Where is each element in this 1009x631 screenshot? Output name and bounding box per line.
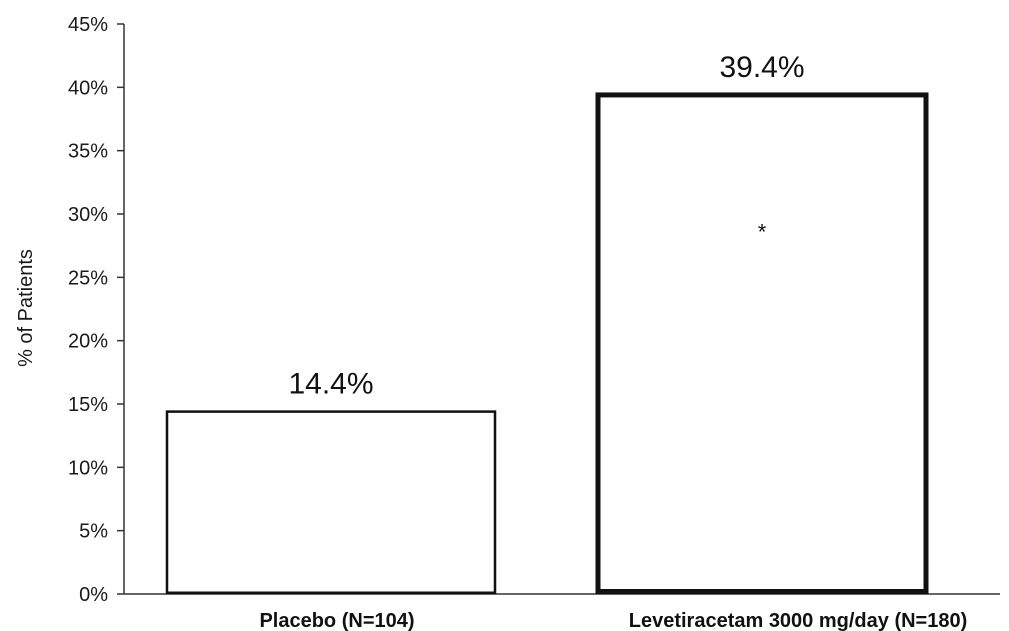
- y-tick-label: 30%: [68, 204, 108, 226]
- bars-group: 14.4% 39.4% *: [165, 51, 929, 595]
- y-tick-label: 25%: [68, 267, 108, 289]
- category-label: Placebo (N=104): [259, 610, 414, 631]
- bar-value-label: 39.4%: [719, 51, 804, 84]
- y-axis-ticks: 0% 5% 10% 15% 20% 25% 30% 35% 40% 45%: [68, 14, 124, 606]
- category-label: Levetiracetam 3000 mg/day (N=180): [629, 610, 968, 631]
- y-axis-title: % of Patients: [15, 249, 37, 367]
- y-tick-label: 5%: [79, 521, 108, 543]
- y-tick-label: 20%: [68, 331, 108, 353]
- y-tick-label: 35%: [68, 141, 108, 163]
- category-labels: Placebo (N=104) Levetiracetam 3000 mg/day…: [259, 610, 967, 631]
- y-tick-label: 40%: [68, 77, 108, 99]
- significance-marker: *: [758, 219, 767, 244]
- y-tick-label: 0%: [79, 584, 108, 606]
- bar-2: [595, 92, 929, 595]
- bar-1: [165, 410, 497, 594]
- y-tick-label: 45%: [68, 14, 108, 36]
- y-tick-label: 10%: [68, 457, 108, 479]
- bar-value-label: 14.4%: [288, 368, 373, 401]
- y-tick-label: 15%: [68, 394, 108, 416]
